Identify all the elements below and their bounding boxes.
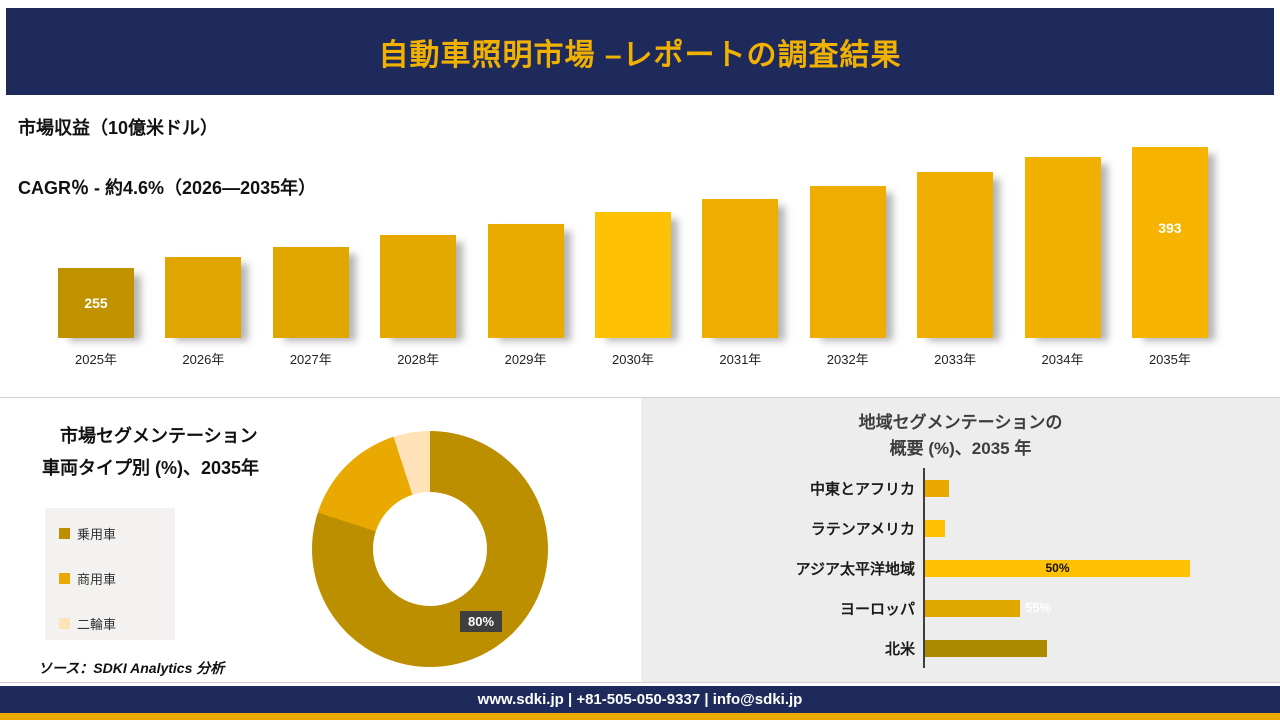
footer-accent-bar	[0, 713, 1280, 720]
donut-chart	[312, 431, 548, 667]
legend-label: 二輪車	[77, 617, 117, 632]
revenue-bar-value: 255	[84, 295, 108, 311]
region-bar: 50%	[925, 559, 1190, 577]
header: 自動車照明市場 –レポートの調査結果	[6, 8, 1274, 95]
revenue-chart-section: 市場収益（10億米ドル） CAGR％ - 約4.6%（2026―2035年） 2…	[0, 100, 1280, 396]
revenue-bar: 255	[58, 268, 134, 338]
footer-contact-text: www.sdki.jp | +81-505-050-9337 | info@sd…	[477, 691, 803, 708]
region-label: ラテンアメリカ	[810, 520, 915, 538]
donut-data-label: 80%	[460, 611, 503, 632]
regional-section: 地域セグメンテーションの 概要 (%)、2035 年 中東とアフリカ ラテンアメリ…	[641, 398, 1280, 682]
region-row: 中東とアフリカ	[641, 468, 1270, 508]
revenue-axis-label: 2028年	[397, 352, 440, 367]
bottom-section: 市場セグメンテーション 車両タイプ別 (%)、2035年 乗用車 商用車 二輪車…	[0, 397, 1280, 683]
revenue-axis-label: 2033年	[934, 352, 977, 367]
revenue-bars: 255 393	[58, 101, 1208, 338]
segmentation-title-line2: 車両タイプ別 (%)、2035年	[42, 458, 260, 478]
revenue-chart-cagr: CAGR％ - 約4.6%（2026―2035年）	[18, 178, 317, 198]
legend-item: 二輪車	[59, 614, 161, 633]
revenue-bar	[165, 257, 242, 338]
revenue-axis-label: 2026年	[182, 352, 225, 367]
legend-swatch-icon	[59, 528, 70, 539]
revenue-bar	[917, 172, 994, 338]
revenue-axis-label: 2025年	[75, 352, 117, 367]
region-bar-area	[923, 628, 1270, 668]
revenue-bar: 393	[1131, 147, 1208, 338]
regional-bars: 中東とアフリカ ラテンアメリカアジア太平洋地域 50% ヨーロッパ 55% 北米	[641, 468, 1270, 668]
revenue-bar	[272, 247, 349, 338]
region-row: ラテンアメリカ	[641, 508, 1270, 548]
revenue-bar	[1024, 157, 1101, 338]
region-row: ヨーロッパ 55%	[641, 588, 1270, 628]
legend-item: 商用車	[59, 569, 161, 588]
footer: www.sdki.jp | +81-505-050-9337 | info@sd…	[0, 686, 1280, 713]
revenue-axis-label: 2027年	[289, 352, 332, 367]
revenue-bar	[380, 235, 457, 338]
region-row: 北米	[641, 628, 1270, 668]
region-label: ヨーロッパ	[839, 600, 915, 618]
region-bar: 55%	[925, 599, 1051, 617]
revenue-axis-label: 2031年	[719, 352, 762, 367]
regional-title-line2: 概要 (%)、2035 年	[889, 439, 1032, 458]
revenue-bar	[487, 224, 564, 338]
revenue-axis-label: 2032年	[826, 352, 869, 367]
segmentation-title-line1: 市場セグメンテーション	[60, 426, 258, 446]
revenue-axis-labels: 2025年 2026年 2027年 2028年 2029年 2030年 2031年 2032年…	[58, 349, 1208, 368]
source-note: ソース：SDKI Analytics 分析	[38, 660, 225, 676]
region-bar-area	[923, 468, 1270, 508]
region-bar	[925, 479, 949, 497]
region-label: アジア太平洋地域	[795, 560, 915, 578]
region-bar	[925, 639, 1047, 657]
revenue-axis-label: 2030年	[611, 352, 654, 367]
legend-item: 乗用車	[59, 524, 161, 543]
region-bar-value: 50%	[1045, 560, 1070, 575]
revenue-bar	[702, 199, 779, 338]
region-bar-area	[923, 508, 1270, 548]
revenue-bar	[594, 212, 671, 338]
revenue-axis-label: 2034年	[1041, 352, 1084, 367]
regional-title-line1: 地域セグメンテーションの	[858, 413, 1063, 432]
revenue-chart-title: 市場収益（10億米ドル）	[18, 118, 219, 138]
legend-label: 乗用車	[77, 527, 117, 542]
legend-label: 商用車	[77, 572, 117, 587]
region-bar	[925, 519, 945, 537]
legend-swatch-icon	[59, 618, 70, 629]
revenue-bar-value: 393	[1158, 220, 1182, 236]
revenue-axis-label: 2035年	[1148, 352, 1191, 367]
region-label: 中東とアフリカ	[809, 480, 915, 498]
page-title: 自動車照明市場 –レポートの調査結果	[378, 38, 902, 72]
region-bar-area: 55%	[923, 588, 1270, 628]
segmentation-section: 市場セグメンテーション 車両タイプ別 (%)、2035年 乗用車 商用車 二輪車…	[0, 398, 641, 682]
region-label: 北米	[884, 640, 915, 658]
region-row: アジア太平洋地域 50%	[641, 548, 1270, 588]
region-bar-area: 50%	[923, 548, 1270, 588]
revenue-axis-label: 2029年	[504, 352, 547, 367]
legend-swatch-icon	[59, 573, 70, 584]
segmentation-legend: 乗用車 商用車 二輪車	[45, 508, 175, 640]
revenue-bar	[809, 186, 886, 338]
region-bar-value: 55%	[1025, 599, 1052, 615]
